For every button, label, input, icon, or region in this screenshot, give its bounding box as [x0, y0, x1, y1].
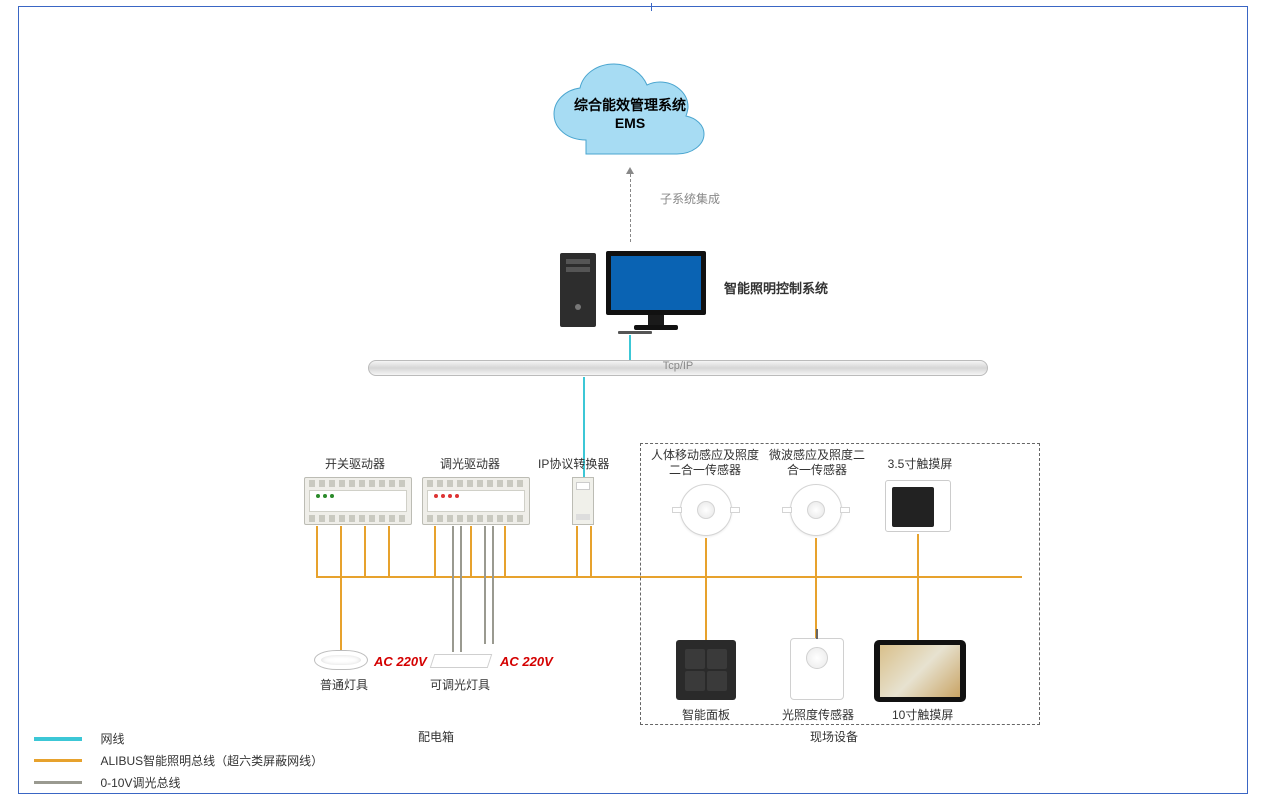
ip-converter-device — [572, 477, 594, 525]
cloud-title-line2: EMS — [540, 114, 720, 132]
riser-dm-g2 — [460, 526, 462, 652]
network-protocol-label: Tcp/IP — [369, 360, 987, 372]
label-lamp-normal: 普通灯具 — [320, 676, 368, 693]
dimming-driver-device — [422, 477, 530, 525]
switch-driver-device — [304, 477, 412, 525]
frame-top-tick — [651, 3, 652, 11]
touch35-device — [885, 480, 951, 532]
label-smart-panel: 智能面板 — [682, 706, 730, 723]
legend-row-cyan: 网线 — [34, 730, 124, 748]
riser-dm-o1 — [434, 526, 436, 576]
control-system-label: 智能照明控制系统 — [724, 278, 828, 297]
legend-label-cyan: 网线 — [100, 732, 124, 746]
riser-dm-g3 — [484, 526, 486, 644]
link-cloud-pc — [630, 174, 631, 242]
label-dimming-driver: 调光驱动器 — [440, 455, 500, 472]
drop-field-3 — [917, 578, 919, 640]
legend-swatch-gray — [34, 781, 82, 784]
drop-field-1 — [705, 578, 707, 640]
riser-dm-o2 — [504, 526, 506, 576]
legend-row-orange: ALIBUS智能照明总线（超六类屏蔽网线） — [34, 752, 323, 770]
label-microwave-sensor: 微波感应及照度二合一传感器 — [767, 448, 867, 478]
lamp-dimmable — [432, 654, 490, 668]
legend-swatch-orange — [34, 759, 82, 762]
arrow-up-icon — [626, 167, 634, 174]
label-motion-sensor: 人体移动感应及照度二合一传感器 — [650, 448, 760, 478]
riser-dm-o3 — [470, 526, 472, 576]
riser-sw-1 — [316, 526, 318, 576]
label-field-devices: 现场设备 — [810, 728, 858, 745]
label-switch-driver: 开关驱动器 — [325, 455, 385, 472]
lux-sensor-device — [790, 638, 844, 700]
link-label: 子系统集成 — [660, 190, 720, 207]
lamp-normal — [314, 650, 368, 670]
label-lamp-dimmable: 可调光灯具 — [430, 676, 490, 693]
riser-sw-2 — [340, 526, 342, 576]
cloud-ems: 综合能效管理系统 EMS — [540, 62, 720, 162]
ac-label-2: AC 220V — [500, 654, 553, 669]
legend-label-orange: ALIBUS智能照明总线（超六类屏蔽网线） — [100, 754, 323, 768]
motion-sensor-device — [680, 484, 732, 536]
control-system-pc — [556, 245, 716, 335]
cloud-title-line1: 综合能效管理系统 — [540, 96, 720, 114]
ac-label-1: AC 220V — [374, 654, 427, 669]
label-ip-converter: IP协议转换器 — [538, 455, 609, 472]
network-backbone: Tcp/IP — [368, 360, 988, 376]
label-touch35: 3.5寸触摸屏 — [880, 455, 960, 472]
computer-icon — [556, 245, 716, 335]
label-lux-sensor: 光照度传感器 — [782, 706, 854, 723]
riser-field-3 — [917, 534, 919, 576]
label-distribution-box: 配电箱 — [418, 728, 454, 745]
microwave-sensor-device — [790, 484, 842, 536]
cloud-label: 综合能效管理系统 EMS — [540, 96, 720, 132]
line-pc-pipe — [629, 335, 631, 361]
legend-label-gray: 0-10V调光总线 — [100, 776, 180, 790]
touch10-device — [874, 640, 966, 702]
riser-ip-1 — [576, 526, 578, 576]
label-touch10: 10寸触摸屏 — [892, 706, 953, 723]
bus-end-cap — [1020, 576, 1022, 578]
riser-field-2 — [815, 538, 817, 576]
riser-dm-g4 — [492, 526, 494, 644]
riser-dm-g1 — [452, 526, 454, 652]
riser-ip-2 — [590, 526, 592, 576]
legend-row-gray: 0-10V调光总线 — [34, 774, 180, 792]
smart-panel-device — [676, 640, 736, 700]
riser-field-1 — [705, 538, 707, 576]
riser-sw-3 — [364, 526, 366, 576]
riser-sw-4 — [388, 526, 390, 576]
drop-lamp1 — [340, 576, 342, 650]
legend-swatch-cyan — [34, 737, 82, 741]
